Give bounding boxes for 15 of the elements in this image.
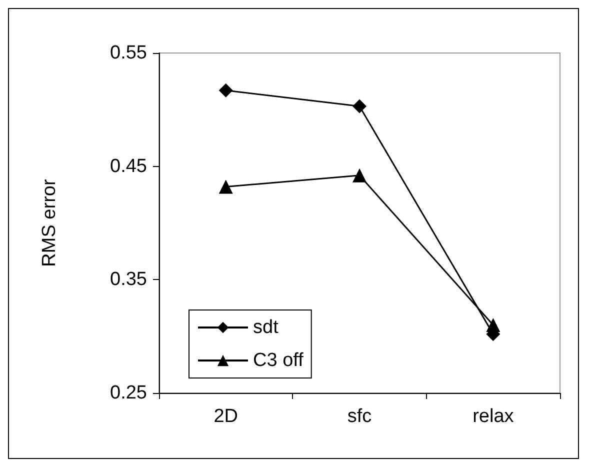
legend-label: sdt	[253, 317, 280, 338]
x-tick-label: relax	[472, 406, 514, 427]
point	[218, 180, 233, 194]
point	[218, 83, 233, 98]
point	[486, 318, 500, 332]
x-tick-label: sfc	[347, 406, 372, 427]
y-tick-label: 0.45	[110, 156, 147, 177]
y-tick-label: 0.55	[110, 42, 147, 64]
y-tick-label: 0.25	[110, 382, 147, 404]
x-tick-label: 2D	[214, 406, 238, 427]
point	[352, 99, 366, 114]
y-axis-title: RMS error	[39, 178, 60, 267]
y-tick-label: 0.35	[110, 269, 147, 290]
legend-label: C3 off	[253, 350, 304, 371]
point	[352, 168, 366, 182]
